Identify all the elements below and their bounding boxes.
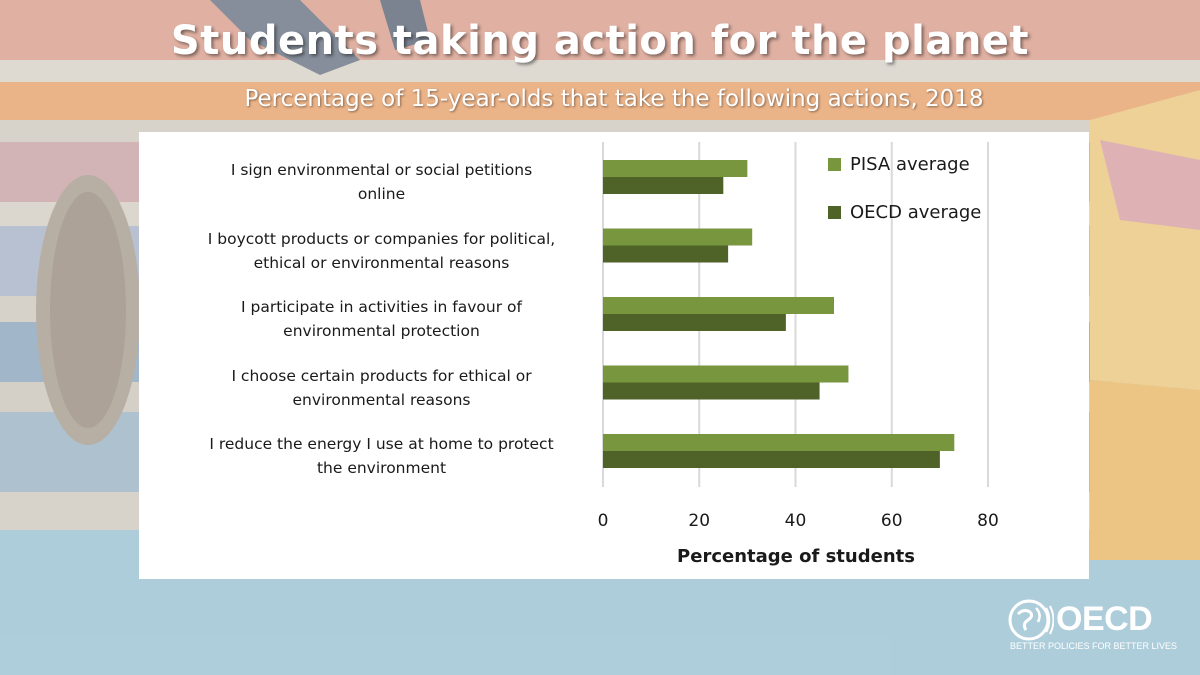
category-label-line: ethical or environmental reasons (253, 253, 510, 272)
category-label-5: I reduce the energy I use at home to pro… (179, 432, 584, 480)
oecd-logo: OECD BETTER POLICIES FOR BETTER LIVES (1008, 596, 1188, 660)
category-label-4: I choose certain products for ethical or… (179, 364, 584, 412)
bar-oecd-5 (603, 451, 940, 468)
category-label-3: I participate in activities in favour of… (179, 295, 584, 343)
page-subtitle: Percentage of 15-year-olds that take the… (244, 86, 984, 112)
chart-panel: 0 20 40 60 80 Percentage of students PISA ave… (139, 132, 1089, 579)
page-title: Students taking action for the planet (170, 18, 1030, 64)
bar-pisa-1 (603, 160, 748, 177)
category-label-line: I boycott products or companies for poli… (207, 229, 556, 248)
logo-wordmark: OECD (1056, 600, 1153, 638)
category-label-line: I reduce the energy I use at home to pro… (209, 435, 554, 453)
category-label-line: environmental protection (283, 322, 480, 340)
legend-swatch-pisa (828, 158, 841, 171)
globe-icon (1008, 599, 1054, 641)
category-label-line: I participate in activities in favour of (241, 298, 522, 316)
category-label-line: I sign environmental or social petitions (230, 161, 533, 179)
bar-pisa-2 (603, 228, 753, 246)
legend-label-pisa: PISA average (850, 154, 970, 175)
x-tick-label: 60 (881, 511, 903, 531)
x-tick-label: 0 (598, 511, 609, 531)
bar-oecd-2 (603, 245, 729, 263)
category-label-line: online (357, 185, 406, 203)
bar-oecd-1 (603, 177, 724, 194)
logo-tagline: BETTER POLICIES FOR BETTER LIVES (1010, 641, 1178, 651)
legend-swatch-oecd (828, 206, 841, 219)
bar-chart: 0 20 40 60 80 Percentage of students PISA ave… (598, 142, 999, 567)
bar-oecd-4 (603, 382, 820, 400)
bar-pisa-5 (603, 434, 955, 451)
x-tick-label: 20 (688, 511, 710, 531)
category-label-2: I boycott products or companies for poli… (179, 227, 584, 275)
legend-label-oecd: OECD average (850, 202, 981, 223)
category-label-line: environmental reasons (292, 390, 471, 409)
category-label-1: I sign environmental or social petitions… (179, 158, 584, 206)
bar-pisa-3 (603, 297, 834, 314)
category-label-line: I choose certain products for ethical or (231, 366, 532, 385)
x-tick-label: 40 (785, 511, 807, 531)
category-label-line: the environment (316, 459, 447, 477)
bar-pisa-4 (603, 365, 849, 383)
x-axis-title: Percentage of students (677, 546, 915, 567)
bar-oecd-3 (603, 314, 786, 331)
x-tick-label: 80 (977, 511, 999, 531)
